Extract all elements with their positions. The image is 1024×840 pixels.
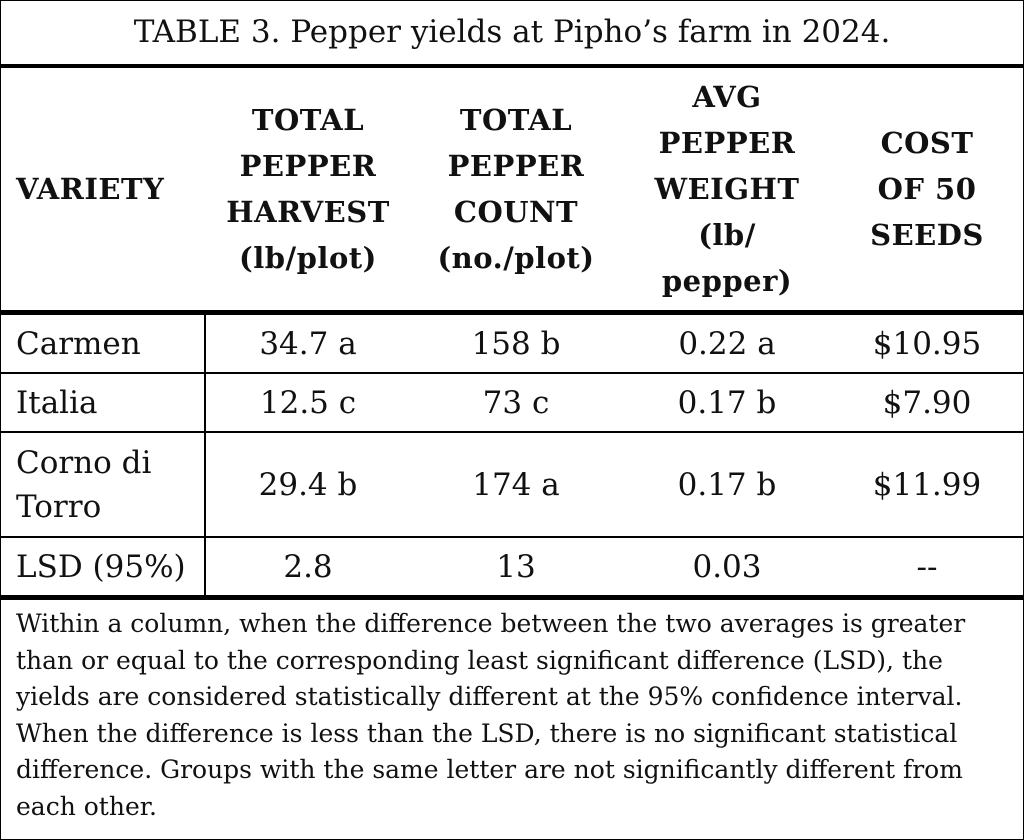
row-divider [0,536,1024,538]
title-rule [0,64,1024,68]
table-row-italia-weight: 0.17 b [677,384,777,421]
row-divider [0,372,1024,374]
column-header-variety: VARIETY [16,172,165,206]
table-row-corno-harvest: 29.4 b [258,466,358,503]
table-row-carmen-harvest: 34.7 a [259,325,357,362]
table-row-italia-cost: $7.90 [882,384,972,421]
column-header-avg-weight: AVG PEPPER WEIGHT (lb/ pepper) [654,80,800,298]
table-row-corno-cost: $11.99 [872,466,982,503]
table-row-corno-count: 174 a [472,466,560,503]
column-header-seed-cost: COST OF 50 SEEDS [870,126,984,252]
table-title: TABLE 3. Pepper yields at Pipho’s farm i… [133,14,891,50]
table-row-lsd-count: 13 [496,548,536,585]
table-row-lsd-cost: -- [916,548,938,585]
table-row-italia-count: 73 c [482,384,550,421]
table-row-italia-harvest: 12.5 c [259,384,357,421]
table-row-corno-variety: Corno di Torro [16,444,152,525]
table-row-lsd-label: LSD (95%) [16,548,186,585]
table-row-italia-variety: Italia [16,384,98,421]
column-header-total-count: TOTAL PEPPER COUNT (no./plot) [437,103,595,275]
table-row-carmen-weight: 0.22 a [678,325,776,362]
table-row-carmen-variety: Carmen [16,325,141,362]
table-row-lsd-weight: 0.03 [692,548,762,585]
header-rule [0,310,1024,315]
table-row-carmen-cost: $10.95 [872,325,982,362]
column-header-total-harvest: TOTAL PEPPER HARVEST (lb/plot) [226,103,390,275]
header-row: VARIETY TOTAL PEPPER HARVEST (lb/plot) T… [0,68,1024,310]
column-divider [204,315,206,595]
row-divider [0,431,1024,433]
table-row-lsd-harvest: 2.8 [283,548,333,585]
table-footnote: Within a column, when the difference bet… [16,609,966,821]
table-row-corno-weight: 0.17 b [677,466,777,503]
footer-rule [0,595,1024,600]
table-row-carmen-count: 158 b [471,325,561,362]
